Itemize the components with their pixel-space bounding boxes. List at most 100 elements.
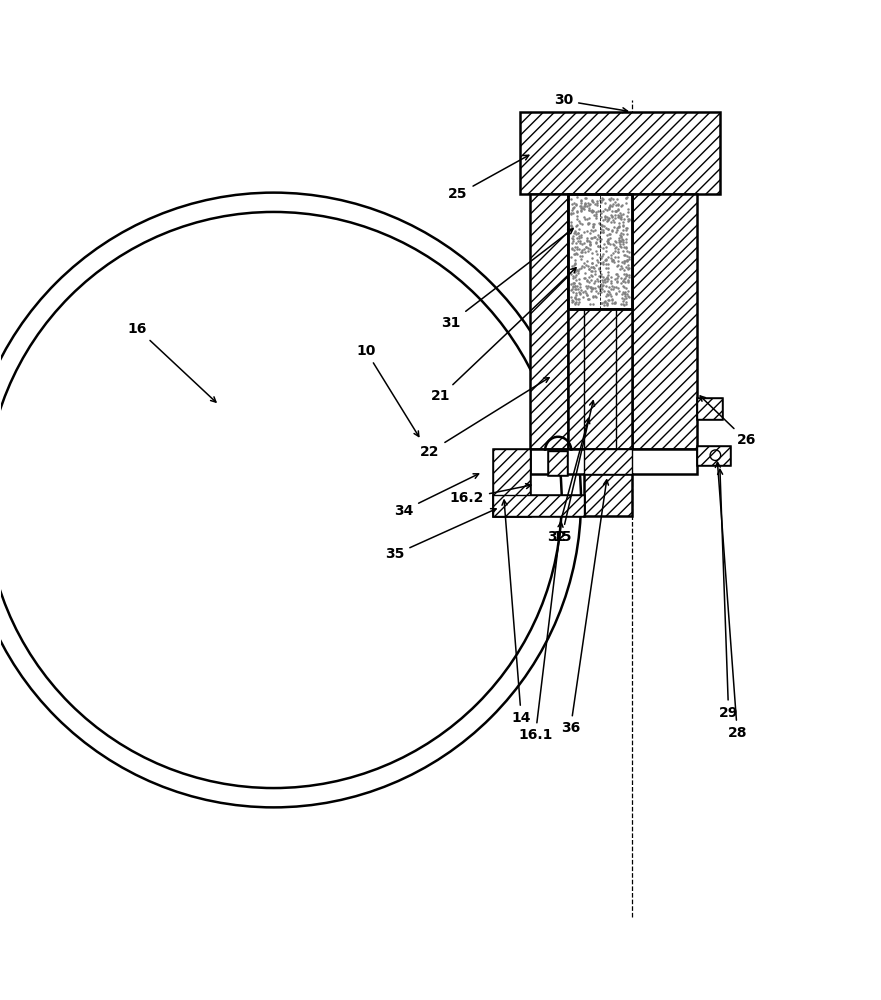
Point: [611, 207, 625, 223]
Point: [565, 217, 579, 233]
Point: [580, 280, 594, 296]
Point: [574, 229, 588, 245]
Point: [616, 284, 630, 300]
Point: [603, 198, 617, 214]
Point: [600, 297, 614, 313]
Point: [574, 195, 588, 211]
Point: [617, 239, 631, 255]
Point: [595, 190, 609, 206]
Point: [569, 218, 583, 234]
Point: [566, 233, 581, 249]
Point: [571, 225, 585, 241]
Point: [596, 218, 610, 234]
Point: [582, 236, 596, 252]
Point: [616, 278, 630, 294]
Point: [570, 241, 584, 257]
Point: [614, 229, 628, 245]
Point: [573, 286, 587, 302]
Point: [566, 195, 581, 211]
Point: [568, 278, 582, 294]
Point: [582, 261, 596, 277]
Point: [567, 252, 581, 268]
Point: [600, 270, 614, 286]
Point: [591, 254, 605, 270]
Point: [577, 241, 591, 257]
Point: [568, 296, 582, 312]
Point: [583, 241, 597, 257]
Point: [566, 231, 581, 247]
Point: [570, 211, 584, 227]
Point: [564, 249, 578, 265]
Point: [584, 279, 598, 295]
Point: [570, 230, 584, 246]
Point: [605, 253, 619, 269]
Point: [598, 274, 612, 290]
Point: [617, 266, 631, 282]
Point: [592, 261, 606, 277]
Point: [587, 207, 601, 223]
Point: [592, 260, 606, 276]
Point: [586, 218, 600, 234]
Point: [596, 212, 610, 228]
Point: [569, 196, 583, 212]
Point: [569, 278, 583, 294]
Point: [620, 252, 634, 268]
Point: [565, 281, 579, 297]
Point: [580, 190, 594, 206]
Point: [604, 288, 618, 304]
Bar: [583, 474, 632, 516]
Point: [568, 290, 582, 306]
Point: [578, 196, 592, 212]
Point: [567, 255, 581, 271]
Point: [597, 252, 611, 268]
Point: [582, 210, 596, 226]
Text: 34: 34: [394, 474, 478, 518]
Point: [622, 249, 636, 265]
Point: [618, 286, 632, 302]
Point: [582, 236, 596, 252]
Point: [586, 219, 600, 235]
Point: [574, 198, 589, 214]
Point: [584, 283, 598, 299]
Point: [569, 262, 583, 278]
Point: [603, 279, 617, 295]
Point: [580, 253, 594, 269]
Point: [619, 195, 633, 211]
Point: [598, 293, 612, 309]
Text: 36: 36: [561, 480, 609, 735]
Point: [609, 203, 623, 219]
Point: [566, 275, 580, 291]
Point: [606, 279, 620, 295]
Point: [598, 195, 612, 211]
Point: [611, 219, 626, 235]
Point: [597, 236, 611, 252]
Point: [611, 209, 625, 225]
Point: [604, 207, 618, 223]
Point: [617, 247, 631, 263]
Point: [602, 226, 616, 242]
Point: [601, 260, 615, 276]
Point: [604, 281, 618, 297]
Point: [617, 285, 631, 301]
Point: [618, 296, 633, 312]
Point: [613, 261, 627, 277]
Point: [580, 233, 594, 249]
Point: [619, 239, 633, 255]
Point: [574, 282, 588, 298]
Point: [596, 272, 611, 288]
Point: [590, 252, 604, 268]
Point: [611, 219, 626, 235]
Point: [570, 246, 584, 262]
Point: [593, 239, 607, 255]
Point: [596, 272, 610, 288]
Point: [587, 223, 601, 239]
Point: [602, 210, 616, 226]
Point: [591, 238, 605, 254]
Point: [583, 222, 597, 238]
Point: [588, 280, 602, 296]
Point: [598, 209, 612, 225]
Point: [591, 238, 605, 254]
Point: [564, 218, 578, 234]
Point: [605, 291, 619, 307]
Point: [582, 269, 596, 285]
